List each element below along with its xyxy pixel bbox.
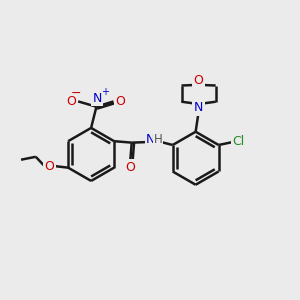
Text: O: O (194, 74, 203, 87)
Text: H: H (154, 133, 163, 146)
Text: H: H (148, 136, 157, 146)
Text: N: N (92, 92, 102, 105)
Text: N: N (146, 133, 155, 146)
Text: O: O (115, 95, 125, 108)
Text: O: O (45, 160, 55, 173)
Text: N: N (194, 101, 203, 114)
Text: O: O (66, 95, 76, 108)
Text: O: O (125, 161, 135, 174)
Text: +: + (101, 87, 109, 97)
Text: −: − (70, 87, 81, 100)
Text: Cl: Cl (232, 135, 244, 148)
